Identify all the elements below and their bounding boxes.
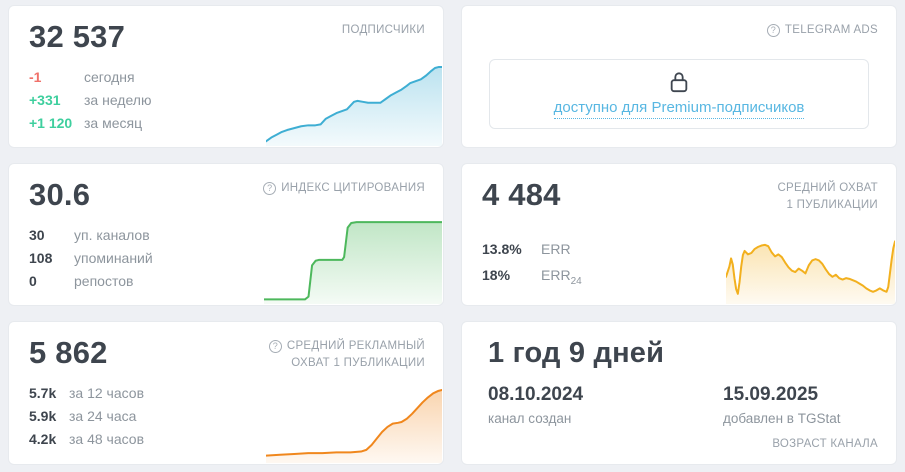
- stat-row-48h: 4.2k за 48 часов: [29, 428, 144, 451]
- telegram-ads-card-title: TELEGRAM ADS: [766, 22, 878, 39]
- stat-label-err: ERR: [541, 241, 571, 257]
- stat-row-week: +331 за неделю: [29, 89, 151, 112]
- subscribers-stats: -1 сегодня +331 за неделю +1 120 за меся…: [29, 66, 151, 135]
- citation-index-value: 30.6: [29, 177, 91, 212]
- stat-label-48h: за 48 часов: [69, 431, 145, 447]
- channel-added-col: 15.09.2025 добавлен в TGStat: [723, 384, 896, 426]
- channel-created-date: 08.10.2024: [488, 384, 584, 405]
- stat-label-channels: уп. каналов: [74, 227, 150, 243]
- stat-row-channels: 30 уп. каналов: [29, 224, 153, 247]
- avg-ad-reach-sparkline-chart: [266, 381, 442, 463]
- subscribers-count: 32 537: [29, 19, 126, 54]
- channel-age-card: 1 год 9 дней 08.10.2024 канал создан 15.…: [461, 321, 897, 465]
- stat-label-mentions: упоминаний: [74, 250, 153, 266]
- channel-created-col: 08.10.2024 канал создан: [488, 384, 723, 426]
- citation-index-card-title: ИНДЕКС ЦИТИРОВАНИЯ: [263, 180, 425, 197]
- channel-age-card-title: ВОЗРАСТ КАНАЛА: [772, 438, 878, 450]
- stat-value-48h: 4.2k: [29, 431, 57, 447]
- stat-label-24h: за 24 часа: [69, 408, 137, 424]
- stat-value-err: 13.8%: [482, 241, 522, 257]
- stat-value-12h: 5.7k: [29, 385, 57, 401]
- stat-label-week: за неделю: [84, 92, 152, 108]
- stat-value-err24: 18%: [482, 267, 511, 283]
- stat-row-today: -1 сегодня: [29, 66, 151, 89]
- help-icon[interactable]: [268, 340, 282, 354]
- stat-label-12h: за 12 часов: [69, 385, 145, 401]
- stat-row-24h: 5.9k за 24 часа: [29, 405, 144, 428]
- stat-row-month: +1 120 за месяц: [29, 112, 151, 135]
- premium-locked-box: доступно для Premium-подписчиков: [489, 59, 869, 129]
- stat-row-err: 13.8% ERR: [482, 236, 582, 262]
- stat-row-mentions: 108 упоминаний: [29, 247, 153, 270]
- channel-age-value: 1 год 9 дней: [488, 337, 665, 369]
- avg-ad-reach-stats: 5.7k за 12 часов 5.9k за 24 часа 4.2k за…: [29, 382, 144, 451]
- citation-index-stats: 30 уп. каналов 108 упоминаний 0 репостов: [29, 224, 153, 293]
- lock-icon: [670, 71, 688, 92]
- stat-value-reposts: 0: [29, 273, 37, 289]
- channel-added-date: 15.09.2025: [723, 384, 819, 405]
- stat-label-today: сегодня: [84, 69, 135, 85]
- subscribers-card: 32 537 ПОДПИСЧИКИ -1 сегодня +331 за нед…: [8, 5, 444, 148]
- stat-row-reposts: 0 репостов: [29, 270, 153, 293]
- avg-ad-reach-card: 5 862 СРЕДНИЙ РЕКЛАМНЫЙ ОХВАТ 1 ПУБЛИКАЦ…: [8, 321, 444, 465]
- stat-label-err24: ERR24: [541, 267, 582, 287]
- avg-ad-reach-card-title: СРЕДНИЙ РЕКЛАМНЫЙ ОХВАТ 1 ПУБЛИКАЦИИ: [268, 338, 425, 373]
- stat-label-reposts: репостов: [74, 273, 134, 289]
- stat-value-week: +331: [29, 92, 61, 108]
- channel-age-dates: 08.10.2024 канал создан 15.09.2025 добав…: [488, 384, 896, 426]
- stat-value-mentions: 108: [29, 250, 53, 266]
- stat-value-month: +1 120: [29, 115, 73, 131]
- avg-post-reach-card: 4 484 СРЕДНИЙ ОХВАТ 1 ПУБЛИКАЦИИ 13.8% E…: [461, 163, 897, 306]
- premium-subscription-link[interactable]: доступно для Premium-подписчиков: [553, 99, 805, 119]
- avg-post-reach-value: 4 484: [482, 177, 561, 212]
- avg-ad-reach-value: 5 862: [29, 335, 108, 370]
- telegram-ads-card: TELEGRAM ADS доступно для Premium-подпис…: [461, 5, 897, 148]
- stat-label-month: за месяц: [84, 115, 143, 131]
- channel-added-label: добавлен в TGStat: [723, 411, 841, 426]
- citation-index-sparkline-chart: [264, 212, 442, 304]
- stat-value-channels: 30: [29, 227, 45, 243]
- help-icon[interactable]: [263, 182, 277, 196]
- avg-post-reach-sparkline-chart: [726, 236, 895, 304]
- stat-row-err24: 18% ERR24: [482, 262, 582, 295]
- stat-value-24h: 5.9k: [29, 408, 57, 424]
- citation-index-card: 30.6 ИНДЕКС ЦИТИРОВАНИЯ 30 уп. каналов 1…: [8, 163, 444, 306]
- help-icon[interactable]: [766, 24, 780, 38]
- channel-created-label: канал создан: [488, 411, 572, 426]
- avg-post-reach-stats: 13.8% ERR 18% ERR24: [482, 236, 582, 295]
- stat-value-today: -1: [29, 69, 42, 85]
- avg-post-reach-card-title: СРЕДНИЙ ОХВАТ 1 ПУБЛИКАЦИИ: [777, 182, 878, 212]
- subscribers-card-title: ПОДПИСЧИКИ: [341, 24, 425, 36]
- subscribers-sparkline-chart: [266, 52, 442, 146]
- stat-row-12h: 5.7k за 12 часов: [29, 382, 144, 405]
